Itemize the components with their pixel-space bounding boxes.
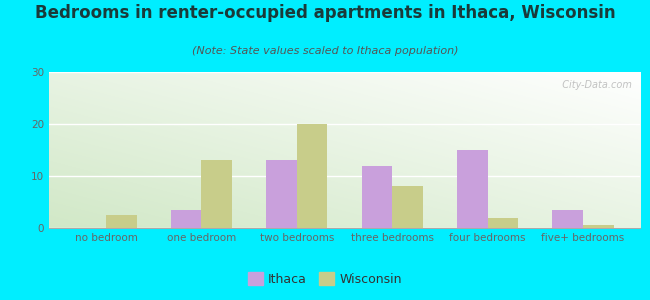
Bar xyxy=(361,166,392,228)
Bar xyxy=(171,210,202,228)
Bar xyxy=(552,210,583,228)
Legend: Ithaca, Wisconsin: Ithaca, Wisconsin xyxy=(243,267,407,291)
Text: (Note: State values scaled to Ithaca population): (Note: State values scaled to Ithaca pop… xyxy=(192,46,458,56)
Bar xyxy=(392,186,422,228)
Text: City-Data.com: City-Data.com xyxy=(556,80,631,90)
Bar xyxy=(583,225,614,228)
Bar xyxy=(297,124,328,228)
Bar xyxy=(202,160,232,228)
Text: Bedrooms in renter-occupied apartments in Ithaca, Wisconsin: Bedrooms in renter-occupied apartments i… xyxy=(34,4,616,22)
Bar xyxy=(106,215,136,228)
Bar xyxy=(457,150,488,228)
Bar xyxy=(488,218,518,228)
Bar xyxy=(266,160,297,228)
